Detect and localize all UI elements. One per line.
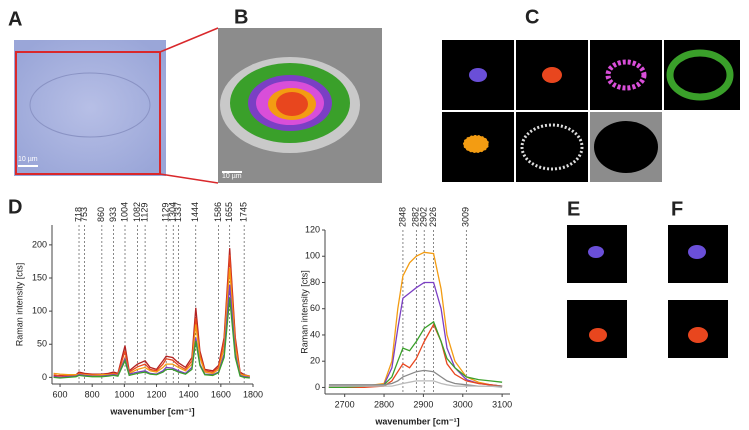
- band-marker-label: 1129: [161, 203, 171, 222]
- y-tick-label: 80: [310, 277, 320, 287]
- x-axis-label: wavenumber [cm⁻¹]: [109, 406, 194, 416]
- band-marker-label: 2848: [397, 207, 407, 227]
- x-tick-label: 1600: [211, 389, 231, 399]
- channel-signal: [666, 49, 734, 101]
- band-marker-label: 2882: [411, 207, 421, 227]
- channel-signal: [462, 134, 490, 154]
- spectrum-line: [53, 268, 250, 377]
- y-tick-label: 40: [310, 329, 320, 339]
- y-tick-label: 60: [310, 303, 320, 313]
- spectrum-line: [53, 254, 250, 377]
- y-tick-label: 0: [42, 372, 47, 382]
- cluster-channels: [442, 40, 740, 182]
- panel-label: F: [671, 198, 683, 220]
- spectrum-line: [328, 323, 503, 389]
- y-axis-label: Raman intensity [cts]: [299, 270, 309, 354]
- x-tick-label: 1800: [243, 389, 263, 399]
- band-marker-label: 1082: [132, 202, 142, 222]
- y-tick-label: 200: [32, 239, 47, 249]
- y-tick-label: 120: [305, 224, 320, 234]
- band-marker-label: 718: [73, 207, 83, 222]
- band-marker-label: 2926: [428, 207, 438, 227]
- band-marker-label: 1304: [168, 202, 178, 222]
- band-marker-label: 860: [96, 207, 106, 222]
- band-marker-label: 1004: [119, 202, 129, 222]
- scale-bar: [222, 171, 242, 173]
- x-tick-label: 2900: [413, 399, 433, 409]
- band-marker-label: 1444: [190, 202, 200, 222]
- band-marker-label: 753: [79, 207, 89, 222]
- y-tick-label: 100: [32, 306, 47, 316]
- y-tick-label: 150: [32, 272, 47, 282]
- band-marker-label: 1129: [139, 203, 149, 222]
- channel-signal: [688, 327, 708, 343]
- band-marker-label: 3009: [461, 207, 471, 227]
- x-tick-label: 3100: [492, 399, 512, 409]
- spectrum-line: [328, 369, 503, 387]
- channel-signal: [520, 123, 584, 171]
- x-tick-label: 800: [85, 389, 100, 399]
- x-tick-label: 2700: [335, 399, 355, 409]
- panel-label: B: [234, 6, 248, 28]
- x-axis-label: wavenumber [cm⁻¹]: [374, 416, 459, 426]
- channel-signal: [589, 328, 607, 342]
- y-axis-label: Raman intensity [cts]: [14, 263, 24, 347]
- zoom-line: [159, 27, 219, 53]
- panel-label: C: [525, 6, 539, 28]
- channel-signal: [588, 246, 604, 258]
- y-tick-label: 20: [310, 356, 320, 366]
- spectrum-line: [328, 251, 503, 389]
- x-tick-label: 600: [53, 389, 68, 399]
- panel-label: D: [8, 196, 22, 218]
- channel-signal: [605, 59, 647, 91]
- channel-signal: [469, 68, 487, 82]
- band-marker-label: 1586: [213, 202, 223, 222]
- band-marker-label: 1337: [173, 202, 183, 222]
- panel-label: E: [567, 198, 580, 220]
- band-marker-label: 1655: [224, 202, 234, 222]
- x-tick-label: 1200: [147, 389, 167, 399]
- panel-label: A: [8, 8, 22, 30]
- zoom-line: [159, 173, 219, 184]
- spectrum-line: [328, 380, 503, 389]
- band-marker-label: 933: [108, 207, 118, 222]
- roi-box: [15, 51, 161, 175]
- channel-signal: [594, 121, 658, 173]
- spectrum-line: [53, 297, 250, 379]
- subset-images: [567, 225, 728, 358]
- y-tick-label: 100: [305, 251, 320, 261]
- scale-bar-label: 10 µm: [18, 156, 38, 163]
- band-marker-label: 1745: [239, 202, 249, 222]
- channel-signal: [688, 245, 706, 259]
- x-tick-label: 1000: [114, 389, 134, 399]
- x-tick-label: 3000: [453, 399, 473, 409]
- band-marker-label: 2902: [419, 207, 429, 227]
- x-tick-label: 2800: [374, 399, 394, 409]
- spectrum-line: [328, 320, 503, 389]
- cluster: [276, 92, 308, 116]
- scale-bar: [18, 165, 38, 167]
- scale-bar-label: 10 µm: [222, 173, 242, 180]
- y-tick-label: 50: [37, 339, 47, 349]
- cell-outline: [29, 72, 151, 138]
- channel-signal: [542, 67, 562, 83]
- x-tick-label: 1400: [179, 389, 199, 399]
- channel-image: [516, 112, 588, 182]
- channel-image: [590, 40, 662, 110]
- y-tick-label: 0: [315, 382, 320, 392]
- brightfield-image: [14, 40, 166, 176]
